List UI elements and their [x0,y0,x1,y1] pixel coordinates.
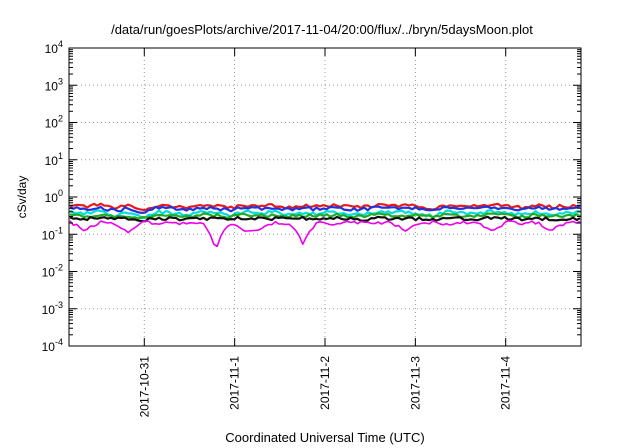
x-tick-label: 2017-10-31 [137,356,151,418]
y-tick-label: 102 [45,114,63,131]
series-line [69,209,581,220]
y-tick-label: 100 [45,188,63,205]
y-tick-label: 10-2 [42,263,63,280]
y-tick-label: 10-1 [42,225,63,242]
y-tick-label: 104 [45,39,63,56]
chart-title: /data/run/goesPlots/archive/2017-11-04/2… [111,22,533,37]
y-tick-label: 10-3 [42,300,63,317]
x-axis: 2017-10-31 2017-11-1 2017-11-2 2017-11-3 201… [137,48,513,418]
y-axis-label: cSv/day [15,176,29,219]
series-line [69,205,581,214]
x-tick-label: 2017-11-4 [499,356,513,410]
series-line [69,212,581,220]
series-group [69,202,581,248]
x-tick-label: 2017-11-1 [228,356,242,410]
series-line [69,220,581,248]
y-tick-label: 10-4 [42,337,63,354]
y-axis: 10-4 10-3 10-2 10-1 100 101 102 103 104 [42,39,581,354]
grid [69,48,581,346]
y-tick-label: 103 [45,76,63,93]
x-tick-label: 2017-11-2 [318,356,332,410]
x-axis-label: Coordinated Universal Time (UTC) [225,430,424,445]
x-tick-label: 2017-11-3 [408,356,422,410]
y-tick-label: 101 [45,151,63,168]
series-line [69,215,581,223]
